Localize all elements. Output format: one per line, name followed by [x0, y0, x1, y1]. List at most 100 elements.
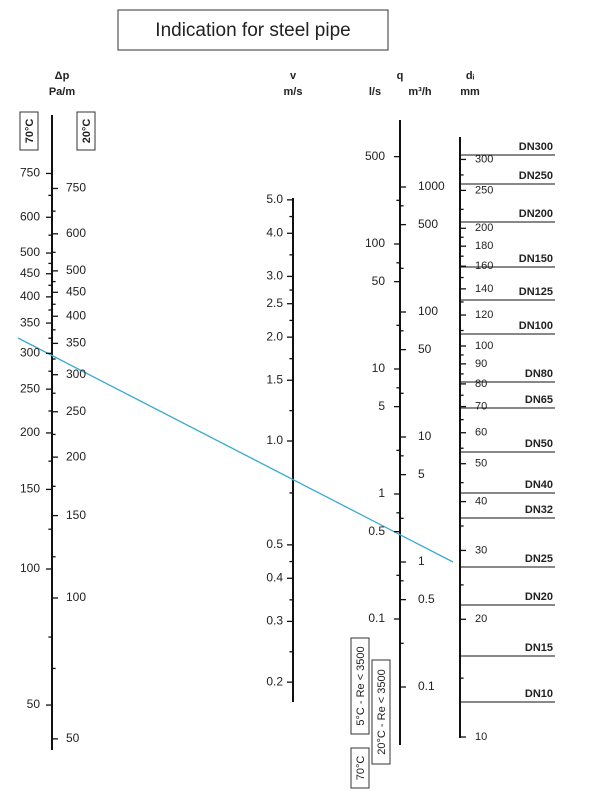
header: v: [290, 70, 297, 82]
re-box: [350, 747, 370, 789]
tick-label: 50: [372, 274, 386, 288]
tick-label: 160: [475, 260, 493, 272]
tick-label: 180: [475, 240, 493, 252]
tick-label: 350: [20, 315, 40, 329]
tick-label: 50: [66, 731, 80, 745]
tick-label: 10: [418, 429, 432, 443]
tick-label: 350: [66, 336, 86, 350]
tick-label: 500: [418, 217, 438, 231]
header-unit: m³/h: [408, 86, 432, 98]
tick-label: 100: [475, 340, 493, 352]
tick-label: 450: [20, 266, 40, 280]
tick-label: 450: [66, 284, 86, 298]
tick-label: 750: [20, 166, 40, 180]
tick-label: 750: [66, 181, 86, 195]
dn-label: DN250: [519, 170, 553, 182]
tick-label: 2.0: [266, 329, 283, 343]
tick-label: 40: [475, 496, 487, 508]
tick-label: 4.0: [266, 225, 283, 239]
header: Δp: [55, 70, 70, 82]
tick-label: 250: [475, 184, 493, 196]
header: q: [397, 70, 404, 82]
tick-label: 500: [20, 245, 40, 259]
tick-label: 5: [378, 399, 385, 413]
dn-label: DN200: [519, 208, 553, 220]
tick-label: 600: [20, 209, 40, 223]
dn-label: DN80: [525, 368, 553, 380]
tick-label: 2.5: [266, 296, 283, 310]
tick-label: 200: [66, 449, 86, 463]
temp-label: 70°C: [24, 119, 36, 144]
dn-label: DN125: [519, 286, 553, 298]
tick-label: 250: [66, 404, 86, 418]
tick-label: 0.5: [368, 524, 385, 538]
dn-label: DN40: [525, 479, 553, 491]
temp-label: 20°C: [81, 119, 93, 144]
dn-label: DN32: [525, 504, 553, 516]
tick-label: 3.0: [266, 269, 283, 283]
tick-label: 0.2: [266, 674, 283, 688]
header-unit: l/s: [369, 86, 381, 98]
tick-label: 1.5: [266, 372, 283, 386]
reading-line: [17, 337, 454, 563]
tick-label: 250: [20, 381, 40, 395]
dn-label: DN15: [525, 642, 553, 654]
tick-label: 5.0: [266, 192, 283, 206]
tick-label: 1000: [418, 179, 445, 193]
title-box: [117, 9, 389, 51]
title: Indication for steel pipe: [155, 20, 350, 41]
dn-label: DN50: [525, 438, 553, 450]
tick-label: 0.3: [266, 614, 283, 628]
temp-box: [76, 111, 96, 151]
tick-label: 300: [66, 367, 86, 381]
tick-label: 0.4: [266, 570, 283, 584]
re-label: 70°C: [355, 756, 367, 781]
tick-label: 1: [418, 554, 425, 568]
tick-label: 5: [418, 467, 425, 481]
tick-label: 100: [418, 304, 438, 318]
tick-label: 100: [20, 561, 40, 575]
header-unit: m/s: [284, 86, 303, 98]
tick-label: 200: [20, 425, 40, 439]
re-box: [371, 659, 391, 765]
tick-label: 30: [475, 544, 487, 556]
tick-label: 10: [372, 361, 386, 375]
dn-label: DN300: [519, 141, 553, 153]
tick-label: 0.5: [266, 537, 283, 551]
re-label: 20°C - Re < 3500: [376, 669, 388, 754]
tick-label: 0.5: [418, 592, 435, 606]
dn-label: DN10: [525, 688, 553, 700]
temp-box: [19, 111, 39, 151]
tick-label: 0.1: [368, 611, 385, 625]
header-unit: mm: [460, 86, 480, 98]
tick-label: 500: [66, 263, 86, 277]
dn-label: DN20: [525, 591, 553, 603]
re-label: 5°C - Re < 3500: [355, 646, 367, 725]
tick-label: 10: [475, 731, 487, 743]
tick-label: 1.0: [266, 433, 283, 447]
header-unit: Pa/m: [49, 86, 76, 98]
tick-label: 100: [66, 590, 86, 604]
tick-label: 400: [66, 308, 86, 322]
tick-label: 90: [475, 358, 487, 370]
re-box: [350, 637, 370, 735]
tick-label: 300: [20, 346, 40, 360]
tick-label: 400: [20, 289, 40, 303]
tick-label: 20: [475, 613, 487, 625]
tick-label: 150: [66, 508, 86, 522]
tick-label: 50: [418, 342, 432, 356]
tick-label: 200: [475, 222, 493, 234]
dn-label: DN25: [525, 553, 553, 565]
tick-label: 150: [20, 482, 40, 496]
tick-label: 600: [66, 226, 86, 240]
dn-label: DN100: [519, 320, 553, 332]
tick-label: 1: [378, 486, 385, 500]
tick-label: 0.1: [418, 679, 435, 693]
tick-label: 80: [475, 378, 487, 390]
tick-label: 140: [475, 283, 493, 295]
tick-label: 50: [475, 458, 487, 470]
dn-label: DN150: [519, 253, 553, 265]
tick-label: 300: [475, 153, 493, 165]
tick-label: 100: [365, 236, 385, 250]
